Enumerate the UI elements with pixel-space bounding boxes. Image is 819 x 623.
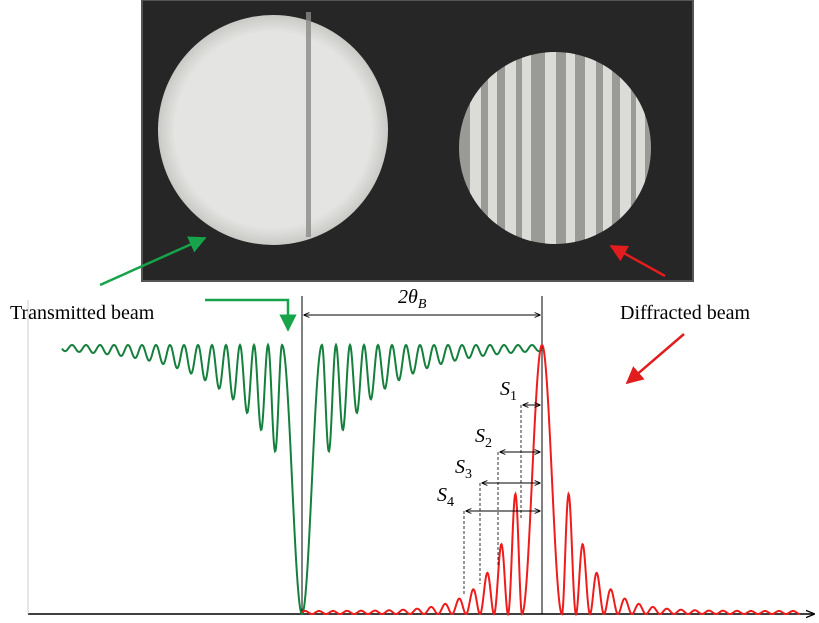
transmitted-label: Transmitted beam <box>10 302 155 324</box>
angle-sub: B <box>418 297 427 312</box>
arrow <box>625 333 685 385</box>
fringe <box>566 52 575 244</box>
spacing-label: S2 <box>475 425 492 451</box>
spacing-base: S <box>455 456 465 478</box>
spacing-sub: 1 <box>510 389 517 404</box>
spacing-label: S4 <box>437 484 454 510</box>
fringe <box>545 52 556 244</box>
angle-label: 2θB <box>398 286 427 312</box>
diffracted-curve <box>301 343 800 617</box>
fringe <box>505 52 516 244</box>
fringe <box>488 52 497 244</box>
spacing-sub: 4 <box>447 495 454 510</box>
arrow <box>609 244 666 278</box>
fringe <box>585 52 596 244</box>
spacing-base: S <box>500 378 510 400</box>
spacing-base: S <box>475 425 485 447</box>
angle-base: 2θ <box>398 286 418 308</box>
arrow <box>99 236 207 287</box>
transmitted-curve <box>61 342 543 616</box>
spacing-sub: 3 <box>465 467 472 482</box>
spacing-label: S3 <box>455 456 472 482</box>
fringe <box>470 52 481 244</box>
arrow <box>205 298 297 332</box>
fringe <box>603 52 612 244</box>
fringe <box>522 52 531 244</box>
photo <box>141 0 694 282</box>
fringe <box>636 52 645 244</box>
spacing-sub: 2 <box>485 436 492 451</box>
spacing-base: S <box>437 484 447 506</box>
diffracted-label: Diffracted beam <box>620 302 751 324</box>
spacing-label: S1 <box>500 378 517 404</box>
fringe <box>620 52 631 244</box>
